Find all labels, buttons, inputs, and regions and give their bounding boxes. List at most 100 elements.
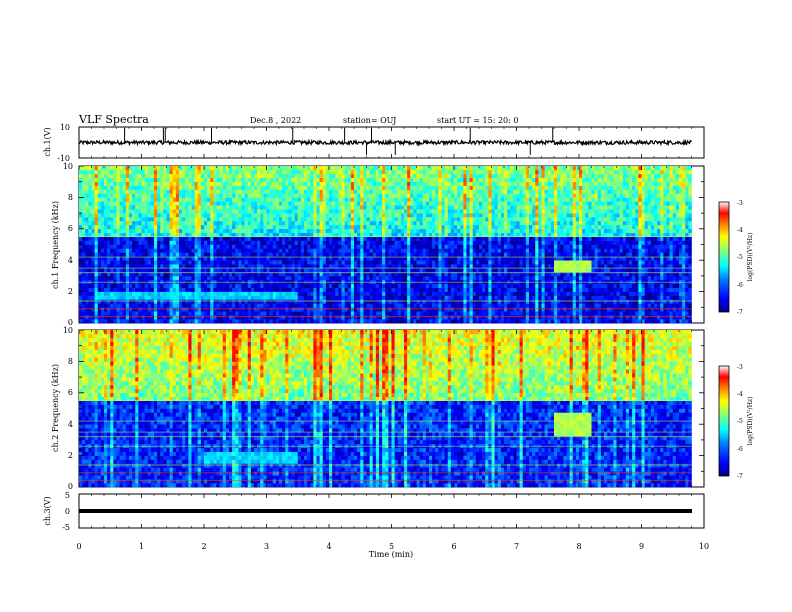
spectrogram-cell (163, 209, 167, 214)
spectrogram-cell (179, 217, 183, 222)
spectrogram-cell (294, 244, 299, 249)
spectrogram-cell (163, 295, 167, 300)
spectrogram-cell (338, 213, 342, 218)
spectrogram-cell (275, 240, 280, 245)
spectrogram-cell (238, 315, 242, 320)
spectrogram-cell (79, 256, 83, 261)
spectrogram-cell (375, 189, 380, 194)
spectrogram-cell (216, 287, 220, 292)
spectrogram-cell (79, 217, 83, 222)
spectrogram-cell (79, 319, 83, 324)
spectrogram-cell (394, 217, 399, 222)
spectrogram-cell (313, 232, 317, 237)
spectrogram-cell (216, 224, 220, 230)
spectrogram-cell (432, 248, 436, 253)
spectrogram-cell (241, 283, 245, 288)
spectrogram-cell (341, 264, 345, 269)
spectrogram-cell (432, 315, 436, 320)
spectrogram-cell (404, 307, 408, 312)
spectrogram-cell (335, 228, 339, 234)
spectrogram-cell (382, 169, 386, 175)
spectrogram-cell (154, 252, 158, 257)
spectrogram-cell (207, 260, 211, 265)
spectrogram-cell (325, 319, 330, 324)
spectrogram-cell (407, 252, 411, 257)
spectrogram-cell (257, 244, 261, 249)
spectrogram-cell (422, 224, 427, 230)
spectrogram-cell (235, 311, 239, 316)
spectrogram-cell (285, 299, 289, 304)
spectrogram-cell (219, 232, 224, 237)
spectrogram-cell (138, 248, 142, 253)
spectrogram-cell (297, 283, 302, 288)
spectrogram-cell (350, 291, 355, 296)
spectrogram-cell (313, 189, 317, 194)
spectrogram-cell (238, 307, 242, 312)
spectrogram-cell (263, 264, 267, 269)
spectrogram-cell (172, 283, 177, 288)
spectrogram-cell (429, 291, 433, 296)
spectrogram-cell (247, 173, 252, 179)
spectrogram-cell (400, 260, 405, 265)
spectrogram-cell (447, 315, 452, 320)
spectrogram-cell (285, 197, 289, 202)
spectrogram-cell (232, 197, 236, 202)
spectrogram-cell (316, 319, 320, 324)
spectrogram-cell (179, 268, 183, 273)
spectrogram-cell (350, 268, 355, 273)
spectrogram-cell (347, 264, 352, 269)
spectrogram-cell (241, 177, 245, 182)
spectrogram-cell (450, 311, 455, 316)
spectrogram-cell (447, 185, 452, 190)
spectrogram-cell (154, 169, 158, 175)
spectrogram-cell (450, 252, 455, 257)
spectrogram-cell (116, 268, 120, 273)
spectrogram-cell (385, 228, 389, 234)
spectrogram-cell (222, 166, 227, 171)
spectrogram-cell (310, 201, 314, 206)
spectrogram-cell (422, 256, 427, 261)
spectrogram-cell (138, 264, 142, 269)
spectrogram-cell (388, 232, 392, 237)
spectrogram-cell (400, 307, 405, 312)
spectrogram-cell (104, 201, 108, 206)
spectrogram-cell (132, 283, 136, 288)
spectrogram-cell (216, 197, 220, 202)
spectrogram-cell (260, 283, 264, 288)
spectrogram-cell (347, 244, 352, 249)
spectrogram-cell (129, 166, 133, 171)
spectrogram-cell (391, 213, 395, 218)
spectrogram-cell (91, 177, 95, 182)
spectrogram-cell (291, 193, 295, 198)
spectrogram-cell (179, 177, 183, 182)
spectrogram-cell (425, 224, 430, 230)
spectrogram-cell (422, 291, 427, 296)
spectrogram-cell (79, 295, 83, 300)
spectrogram-cell (382, 264, 386, 269)
spectrogram-cell (166, 252, 170, 257)
spectrogram-cell (316, 193, 320, 198)
spectrogram-cell (247, 189, 252, 194)
spectrogram-cell (304, 189, 308, 194)
spectrogram-cell (279, 169, 283, 175)
spectrogram-cell (244, 260, 249, 265)
spectrogram-cell (269, 193, 274, 198)
spectrogram-cell (404, 311, 408, 316)
spectrogram-cell (379, 236, 383, 241)
spectrogram-cell (413, 311, 417, 316)
spectrogram-cell (182, 217, 186, 222)
spectrogram-cell (438, 197, 442, 202)
spectrogram-cell (141, 268, 145, 273)
spectrogram-cell (400, 236, 405, 241)
spectrogram-cell (438, 220, 442, 226)
spectrogram-cell (319, 228, 324, 234)
spectrogram-cell (225, 248, 230, 253)
spectrogram-cell (250, 252, 255, 257)
spectrogram-cell (110, 201, 114, 206)
spectrogram-cell (282, 283, 286, 288)
spectrogram-cell (91, 213, 95, 218)
spectrogram-cell (116, 232, 120, 237)
spectrogram-cell (232, 209, 236, 214)
spectrogram-cell (213, 224, 217, 230)
spectrogram-cell (110, 319, 114, 324)
